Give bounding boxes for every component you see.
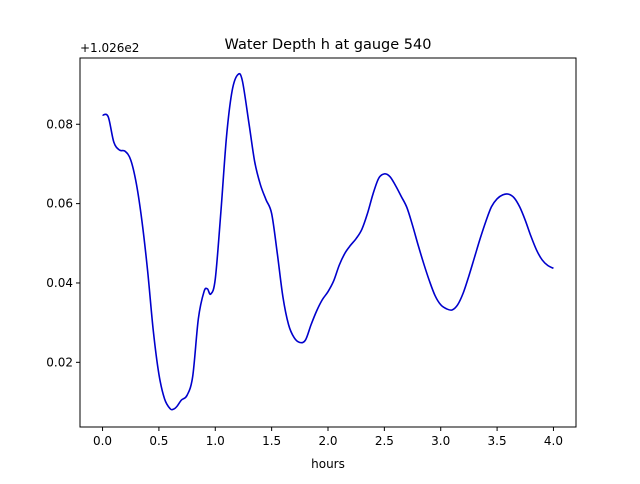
x-tick-label: 0.5 — [149, 434, 168, 448]
x-tick-label: 3.5 — [488, 434, 507, 448]
y-axis: 0.02 0.04 0.06 0.08 — [46, 117, 80, 369]
x-tick-label: 1.5 — [262, 434, 281, 448]
y-tick-label: 0.08 — [46, 117, 73, 131]
series-line-0 — [102, 72, 554, 411]
x-tick-label: 0.0 — [93, 434, 112, 448]
y-tick-label: 0.04 — [46, 276, 73, 290]
chart-title: Water Depth h at gauge 540 — [225, 37, 432, 53]
y-offset-label: +1.026e2 — [80, 41, 139, 55]
x-tick-label: 2.5 — [375, 434, 394, 448]
series-layer — [102, 72, 554, 411]
y-tick-label: 0.02 — [46, 355, 73, 369]
x-axis: 0.0 0.5 1.0 1.5 2.0 2.5 3.0 3.5 4.0 — [93, 427, 563, 448]
x-axis-label: hours — [311, 457, 345, 471]
y-tick-label: 0.06 — [46, 197, 73, 211]
x-tick-label: 3.0 — [431, 434, 450, 448]
plot-background — [80, 58, 576, 427]
x-tick-label: 4.0 — [544, 434, 563, 448]
x-tick-label: 2.0 — [318, 434, 337, 448]
x-tick-label: 1.0 — [206, 434, 225, 448]
